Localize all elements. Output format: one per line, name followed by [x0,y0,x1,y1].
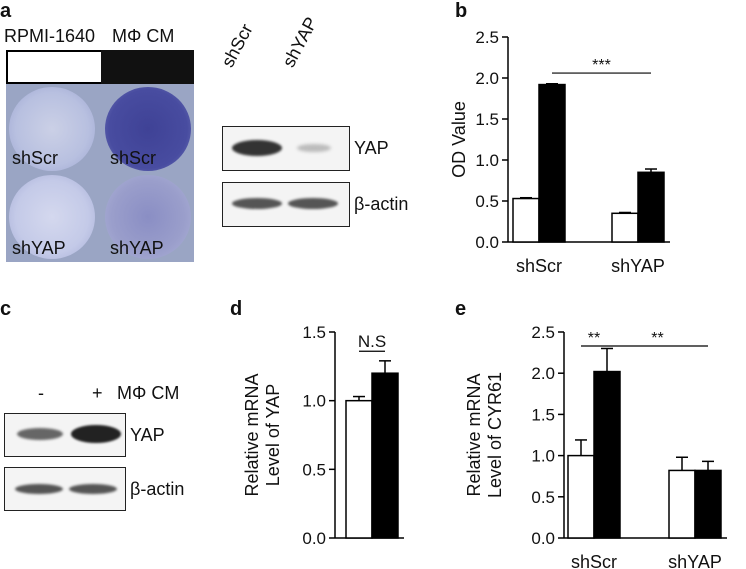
band [288,198,338,209]
y-tick-label: 0.0 [302,529,326,548]
y-axis-label: OD Value [449,101,469,178]
band [297,144,331,152]
panel-b-label: b [455,0,468,22]
x-category-label: shYAP [668,552,722,569]
condition-bar-black [101,50,194,84]
significance-label: ** [651,330,663,347]
significance-label: ** [588,330,600,347]
y-tick-label: 2.0 [475,69,499,88]
bar [538,83,566,243]
y-tick-label: 0.5 [475,192,499,211]
bar [611,212,639,243]
condition-rpmi-label: RPMI-1640 [4,26,96,46]
bar [637,171,665,243]
lane-minus-label: - [38,383,44,403]
condition-bar-white [6,50,104,84]
blot-label-actin: β-actin [130,479,185,499]
panel-d-label: d [230,298,243,320]
bar [345,399,373,539]
bar [668,469,696,539]
y-tick-label: 2.0 [531,364,555,383]
well-label: shYAP [12,238,66,258]
y-tick-label: 0.0 [475,233,499,252]
y-tick-label: 2.5 [531,323,555,342]
blot-actin-a [222,182,350,227]
y-tick-label: 1.5 [302,323,326,342]
y-tick-label: 1.5 [475,110,499,129]
band [71,425,121,443]
y-axis-label: Relative mRNALevel of CYR61 [464,372,505,498]
panel-e-label: e [455,298,467,320]
x-category-label: shYAP [611,256,665,276]
blot-label-yap: YAP [354,138,389,158]
well-plate-image: shScr shScr shYAP shYAP [6,84,194,262]
y-tick-label: 1.0 [475,151,499,170]
blot-yap-a [222,126,350,171]
bar [694,469,722,539]
y-tick-label: 1.0 [302,392,326,411]
well-shyap-mcm [105,175,191,259]
bar [593,370,621,539]
well-label: shScr [12,148,59,168]
condition-mcm-label: MΦ CM [112,26,175,46]
well-shscr-rpmi [9,87,95,171]
y-axis-label-line: Relative mRNA [464,373,484,496]
well-shscr-mcm [105,87,191,171]
chart-b: 0.0 0.5 1.0 1.5 2.0 2.5 OD Value shScr shYAP *** [449,28,670,276]
well-label: shScr [110,148,157,168]
bar [567,454,595,539]
well-shyap-rpmi [9,175,95,259]
band [69,484,117,494]
band [232,140,282,156]
y-tick-label: 0.5 [302,460,326,479]
blot-yap-c [4,413,126,457]
panel-a-label: a [0,0,12,22]
significance-label: *** [592,57,611,74]
treatment-label: MΦ CM [117,383,180,403]
band [15,484,63,494]
chart-d: 0.0 0.5 1.0 1.5 Relative mRNALevel of YAP N.S [242,323,404,548]
band [232,198,282,209]
chart-e: 0.0 0.5 1.0 1.5 2.0 2.5 Relative mRNALevel of … [464,323,727,569]
y-axis-label-line: Level of CYR61 [485,372,505,498]
y-tick-label: 2.5 [475,28,499,47]
blot-label-actin: β-actin [354,194,409,214]
well-label: shYAP [110,238,164,258]
y-tick-label: 0.5 [531,488,555,507]
y-tick-label: 1.0 [531,447,555,466]
y-axis-label-line: Level of YAP [263,384,283,486]
y-tick-label: 0.0 [531,529,555,548]
y-axis-label-line: Relative mRNA [242,373,262,496]
bar [512,197,540,243]
x-category-label: shScr [571,552,617,569]
blot-label-yap: YAP [130,425,165,445]
panel-c-label: c [0,298,12,320]
blot-actin-c [4,467,126,511]
band [17,428,63,440]
y-tick-label: 1.5 [531,405,555,424]
lane-plus-label: + [92,383,103,403]
bar [371,372,399,539]
significance-label: N.S [358,332,386,351]
x-category-label: shScr [516,256,562,276]
y-axis-label: Relative mRNALevel of YAP [242,373,283,496]
